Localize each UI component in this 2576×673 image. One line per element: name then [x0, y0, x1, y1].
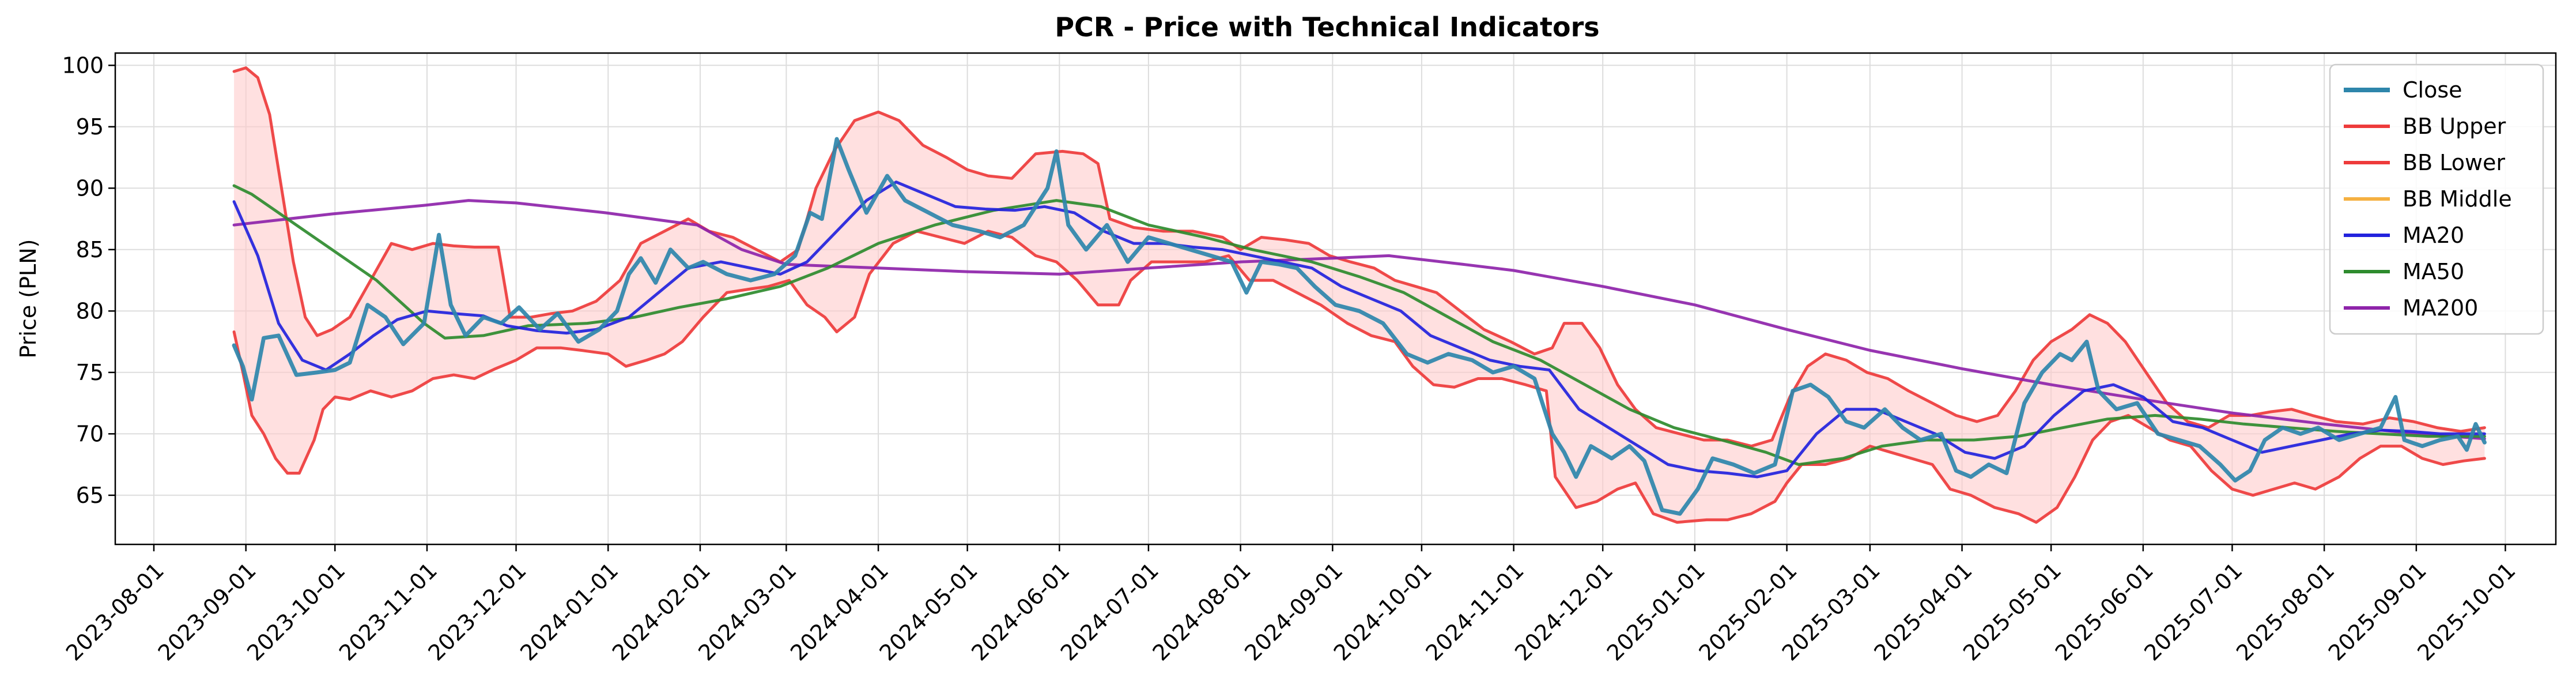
- legend-label-bb-upper: BB Upper: [2403, 114, 2506, 139]
- y-tick-label: 90: [76, 175, 104, 201]
- y-axis-label: Price (PLN): [16, 239, 41, 359]
- series-lines: [232, 66, 2487, 524]
- legend-label-bb-lower: BB Lower: [2403, 150, 2505, 175]
- legend-label-bb-middle: BB Middle: [2403, 186, 2512, 212]
- y-tick-label: 80: [76, 298, 104, 324]
- chart-title: PCR - Price with Technical Indicators: [1055, 12, 1599, 43]
- legend-label-close: Close: [2403, 77, 2462, 103]
- y-tick-label: 100: [62, 52, 104, 78]
- legend-label-ma20: MA20: [2403, 223, 2464, 248]
- series-line-ma20: [232, 181, 2486, 479]
- y-tick-label: 75: [76, 360, 104, 385]
- y-tick-label: 65: [76, 483, 104, 508]
- series-line-close: [232, 137, 2487, 516]
- legend: Close BB Upper BB Lower BB Middle MA20 MA50 MA…: [2329, 63, 2544, 335]
- y-tick-label: 70: [76, 421, 104, 446]
- y-tick-label: 95: [76, 114, 104, 140]
- y-tick-label: 85: [76, 237, 104, 262]
- plot-frame: [114, 52, 2557, 546]
- legend-label-ma200: MA200: [2403, 295, 2478, 321]
- legend-box: [2329, 63, 2544, 335]
- legend-label-ma50: MA50: [2403, 259, 2464, 284]
- y-axis: 65 70 75 80 85 90 95 100: [62, 52, 115, 508]
- series-line-bb-lower: [232, 230, 2486, 524]
- series-line-ma200: [232, 199, 2486, 441]
